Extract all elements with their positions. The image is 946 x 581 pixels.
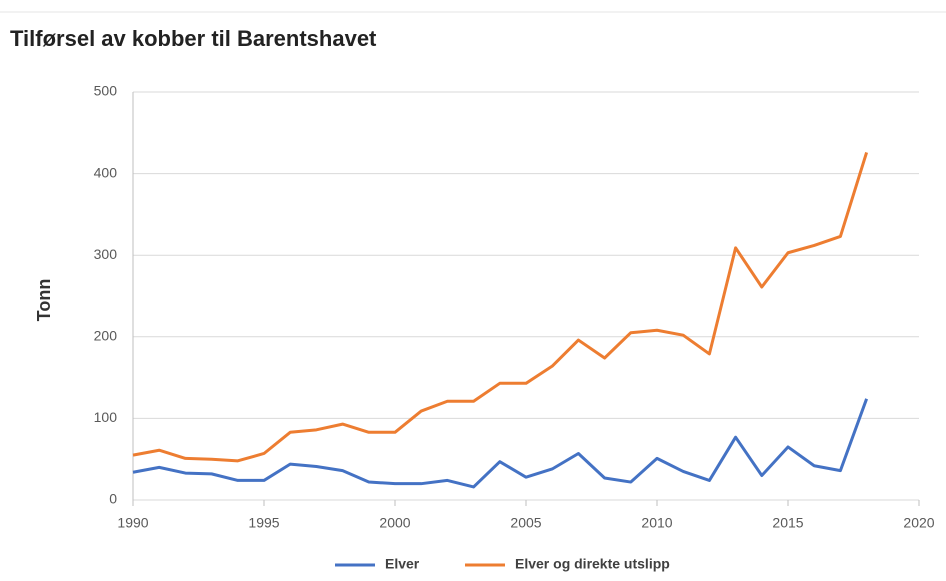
series-line bbox=[132, 151, 869, 463]
x-tick-label: 2015 bbox=[772, 515, 803, 531]
chart-title: Tilførsel av kobber til Barentshavet bbox=[10, 26, 377, 51]
legend-label: Elver og direkte utslipp bbox=[515, 556, 670, 572]
x-tick-label: 2010 bbox=[641, 515, 672, 531]
x-tick-label: 1990 bbox=[117, 515, 148, 531]
y-tick-label: 500 bbox=[94, 83, 118, 99]
x-tick-label: 2005 bbox=[510, 515, 541, 531]
x-tick-label: 2000 bbox=[379, 515, 410, 531]
legend-label: Elver bbox=[385, 556, 420, 572]
x-tick-label: 1995 bbox=[248, 515, 279, 531]
y-tick-label: 0 bbox=[109, 491, 117, 507]
y-tick-label: 300 bbox=[94, 246, 118, 262]
y-tick-label: 400 bbox=[94, 164, 118, 180]
y-tick-label: 200 bbox=[94, 328, 118, 344]
x-tick-label: 2020 bbox=[903, 515, 934, 531]
series-line bbox=[132, 398, 869, 489]
y-axis-label: Tonn bbox=[34, 279, 54, 322]
y-tick-label: 100 bbox=[94, 409, 118, 425]
